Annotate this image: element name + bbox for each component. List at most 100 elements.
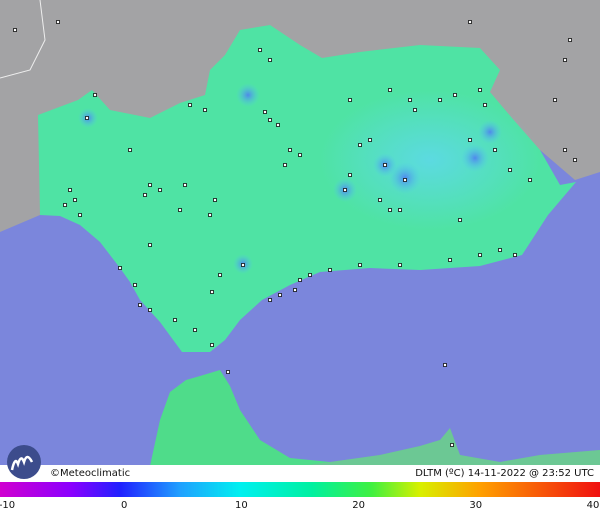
station [178,208,182,212]
station [468,20,472,24]
station [288,148,292,152]
color-bar [0,482,600,497]
station [468,138,472,142]
station [13,28,17,32]
station [213,198,217,202]
scale-ticks: -10 0 10 20 30 40 [0,500,599,511]
station [68,188,72,192]
station [308,273,312,277]
station [118,266,122,270]
temperature-field [461,144,489,172]
temperature-field [478,120,502,144]
station [528,178,532,182]
station [138,303,142,307]
station [458,218,462,222]
station [148,308,152,312]
station [276,123,280,127]
station [158,188,162,192]
station [278,293,282,297]
station [56,20,60,24]
station [368,138,372,142]
temperature-field [320,90,540,230]
station [293,288,297,292]
station [258,48,262,52]
station [208,213,212,217]
station [358,263,362,267]
station [85,116,89,120]
scale-tick-label: 40 [587,500,600,511]
station [298,278,302,282]
station [478,88,482,92]
station [226,370,230,374]
scale-tick-label: 30 [469,500,482,511]
station [173,318,177,322]
station [133,283,137,287]
scale-tick-label: -10 [0,500,15,511]
station [148,243,152,247]
station [210,290,214,294]
station [348,98,352,102]
station [553,98,557,102]
station [448,258,452,262]
station [443,363,447,367]
station [263,110,267,114]
border [0,0,46,79]
station [298,153,302,157]
station [408,98,412,102]
station [203,108,207,112]
morocco [150,370,600,466]
station [218,273,222,277]
station [63,203,67,207]
station [268,298,272,302]
station [398,208,402,212]
station [241,263,245,267]
station [563,148,567,152]
land-south [300,428,600,466]
scale-tick-label: 0 [121,500,127,511]
station [403,178,407,182]
station [563,58,567,62]
station [508,168,512,172]
stations [13,20,577,447]
station [148,183,152,187]
caption-bar [0,465,600,482]
scale-bar [0,497,600,517]
station [568,38,572,42]
credit: ©Meteoclimatic [50,468,130,479]
scale-tick-label: 10 [235,500,248,511]
station [493,148,497,152]
station [343,188,347,192]
station [283,163,287,167]
temperature-field [236,83,260,107]
temperature-field [389,162,421,194]
station [478,253,482,257]
station [388,208,392,212]
station [378,198,382,202]
station [513,253,517,257]
station [383,163,387,167]
station [438,98,442,102]
station [188,103,192,107]
station [453,93,457,97]
logo-mark [10,455,34,471]
station [78,213,82,217]
station [573,158,577,162]
station [210,343,214,347]
station [413,108,417,112]
station [93,93,97,97]
station [388,88,392,92]
station [348,173,352,177]
station [193,328,197,332]
station [483,103,487,107]
station [450,443,454,447]
logo [7,445,41,479]
station [183,183,187,187]
station [268,58,272,62]
station [73,198,77,202]
station [143,193,147,197]
caption: DLTM (ºC) 14-11-2022 @ 23:52 UTC [415,468,594,479]
station [328,268,332,272]
scale-tick-label: 20 [352,500,365,511]
station [498,248,502,252]
